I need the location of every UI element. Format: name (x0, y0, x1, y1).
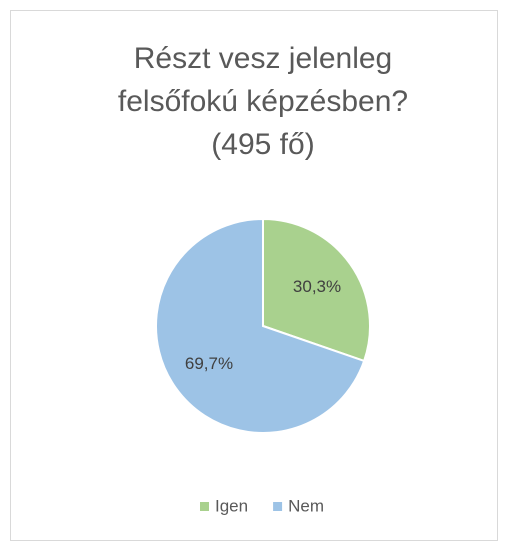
data-label: 30,3% (293, 277, 341, 296)
pie-slice (155, 217, 366, 434)
chart-title: felsőfokú képzésben? (118, 85, 408, 118)
pie-slice (262, 217, 371, 363)
chart-title: Részt vesz jelenleg (134, 42, 392, 75)
data-label: 69,7% (185, 354, 233, 373)
legend-label: Nem (288, 496, 324, 515)
legend-label: Igen (215, 496, 248, 515)
legend-swatch (273, 502, 283, 511)
chart-title: (495 fő) (211, 128, 314, 161)
legend-swatch (200, 502, 209, 511)
